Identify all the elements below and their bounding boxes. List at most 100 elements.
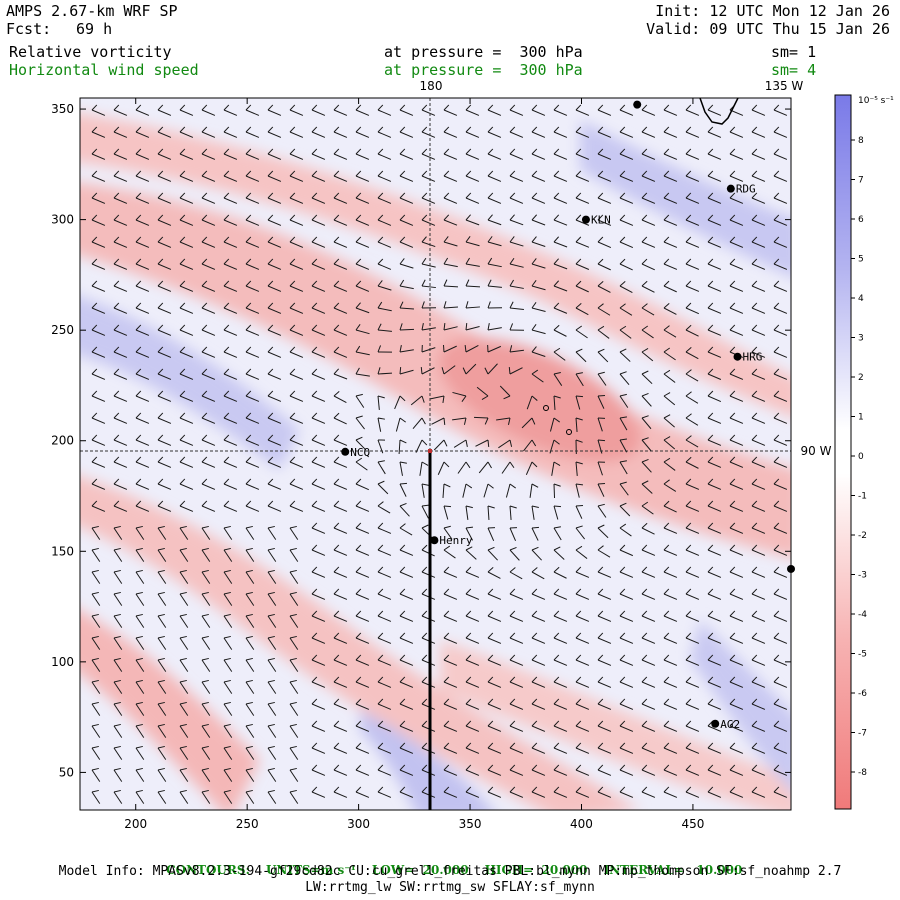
wind-barb	[443, 545, 456, 559]
wind-barb	[355, 258, 370, 270]
wind-barb	[267, 547, 277, 562]
wind-barb	[135, 767, 145, 782]
wind-barb	[311, 236, 326, 248]
wind-barb	[773, 698, 788, 710]
wind-barb	[377, 698, 392, 710]
wind-barb	[729, 214, 744, 226]
wind-barb	[619, 325, 632, 339]
wind-barb	[641, 348, 654, 362]
wind-barb	[484, 363, 498, 375]
wind-barb	[487, 505, 495, 521]
wind-barb	[377, 301, 392, 312]
wind-barb	[245, 170, 260, 182]
wind-barb	[685, 391, 699, 404]
wind-barb	[553, 236, 568, 248]
wind-barb	[311, 390, 326, 402]
wind-barb	[462, 363, 477, 375]
wind-barb	[773, 478, 788, 490]
wind-barb	[377, 417, 385, 432]
wind-barb	[179, 346, 194, 358]
wind-barb	[223, 368, 238, 380]
wind-barb	[597, 588, 612, 600]
wind-barb	[773, 192, 788, 204]
wind-barb	[575, 786, 590, 798]
wind-barb	[201, 434, 216, 446]
wind-barb	[465, 322, 480, 331]
wind-barb	[201, 324, 216, 336]
wind-barb	[553, 546, 565, 560]
wind-barb	[663, 148, 678, 160]
wind-barb	[487, 323, 502, 331]
contours-units: UNITS=m s⁻¹	[265, 863, 356, 877]
wind-barb	[773, 324, 788, 336]
wind-barb	[179, 657, 189, 672]
wind-barb	[575, 170, 590, 182]
wind-barb	[707, 126, 722, 138]
wind-barb	[509, 257, 524, 268]
wind-barb	[135, 236, 150, 248]
wind-barb	[289, 280, 304, 292]
wind-barb	[487, 214, 502, 226]
wind-barb	[452, 417, 467, 425]
wind-barb	[91, 434, 106, 446]
wind-barb	[575, 545, 588, 559]
wind-barb	[685, 698, 700, 710]
wind-barb	[729, 412, 744, 424]
wind-barb	[135, 324, 150, 336]
wind-barb	[685, 104, 700, 116]
wind-barb	[437, 461, 450, 475]
wind-barb	[377, 170, 392, 182]
wind-barb	[179, 591, 189, 606]
wind-barb	[597, 303, 611, 316]
wind-barb	[377, 544, 392, 556]
wind-barb	[421, 786, 436, 798]
wind-barb	[465, 546, 477, 560]
wind-barb	[245, 525, 255, 540]
wind-barb	[355, 367, 370, 377]
colorbar-label: -7	[858, 729, 867, 739]
wind-barb	[729, 478, 744, 490]
wind-barb	[223, 657, 233, 672]
wind-barb	[549, 417, 560, 432]
wind-barb	[531, 610, 546, 622]
wind-barb	[267, 390, 282, 402]
wind-barb	[597, 325, 610, 339]
wind-barb	[597, 348, 609, 363]
wind-barb	[399, 610, 414, 622]
wind-barb	[751, 478, 766, 490]
wind-barb	[773, 720, 788, 732]
wind-barb	[685, 148, 700, 160]
wind-barb	[531, 369, 544, 383]
wind-barb	[443, 505, 452, 520]
wind-barb	[487, 170, 502, 182]
wind-barb	[773, 566, 788, 578]
wind-barb	[399, 461, 407, 476]
wind-barb	[465, 505, 473, 520]
wind-barb	[707, 324, 722, 336]
wind-barb	[399, 192, 414, 204]
wind-barb	[245, 126, 260, 138]
wind-barb	[311, 654, 326, 666]
wind-barb	[465, 588, 480, 600]
wind-barb	[531, 632, 546, 644]
wind-barb	[531, 588, 546, 600]
wind-barb	[707, 236, 722, 248]
wind-barb	[333, 654, 348, 666]
wind-barb	[553, 654, 568, 666]
wind-barb	[311, 588, 326, 600]
wind-barb	[553, 483, 561, 499]
wind-barb	[487, 192, 502, 204]
wind-barb	[201, 569, 211, 584]
wind-barb	[267, 679, 277, 694]
wind-barb	[619, 544, 634, 557]
wind-barb	[531, 192, 546, 204]
wind-barb	[333, 610, 348, 622]
wind-barb	[245, 478, 260, 490]
wind-barb	[707, 566, 722, 578]
wind-barb	[487, 764, 502, 776]
wind-barb	[663, 632, 678, 644]
wind-barb	[245, 236, 260, 248]
station-label: HRG	[743, 351, 763, 364]
wind-barb	[201, 456, 216, 468]
wind-barb	[531, 654, 546, 666]
